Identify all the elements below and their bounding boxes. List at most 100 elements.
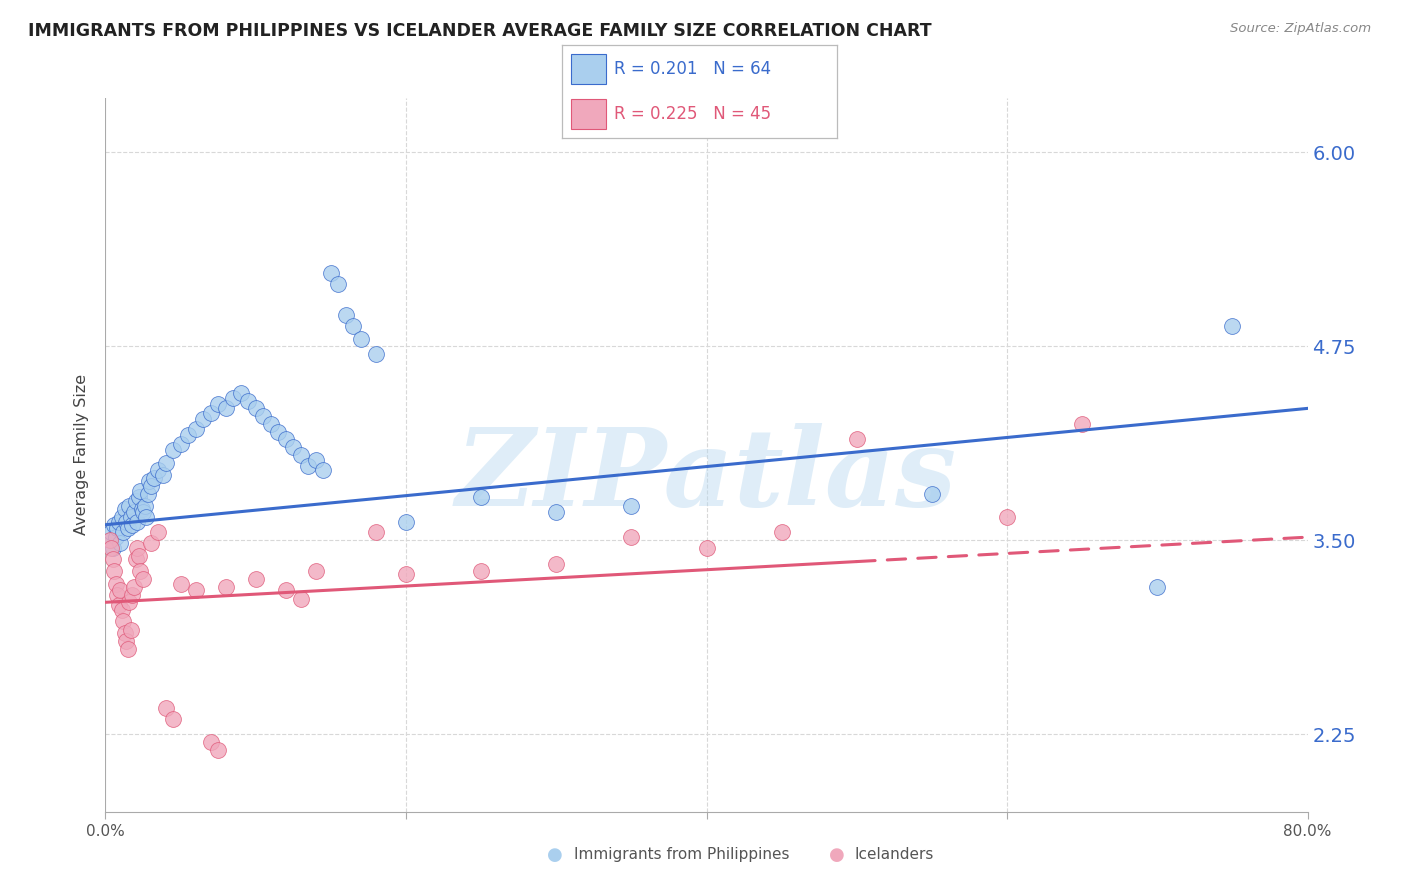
- Point: [177, 427, 200, 442]
- Point: [364, 347, 387, 361]
- Point: [152, 468, 174, 483]
- Point: [162, 443, 184, 458]
- Point: [207, 742, 229, 756]
- Point: [995, 510, 1018, 524]
- Point: [328, 277, 350, 292]
- Point: [136, 486, 159, 500]
- Text: Immigrants from Philippines: Immigrants from Philippines: [574, 847, 789, 862]
- Point: [274, 433, 297, 447]
- Point: [229, 385, 252, 400]
- Point: [104, 530, 127, 544]
- Point: [110, 582, 132, 597]
- Point: [162, 712, 184, 726]
- Point: [108, 599, 131, 613]
- Point: [312, 463, 335, 477]
- Point: [98, 533, 121, 548]
- Point: [124, 552, 146, 566]
- Point: [115, 634, 138, 648]
- Point: [111, 603, 134, 617]
- Point: [184, 421, 207, 435]
- Point: [245, 572, 267, 586]
- Point: [118, 595, 141, 609]
- Point: [128, 490, 150, 504]
- Point: [770, 525, 793, 540]
- Point: [124, 494, 146, 508]
- Point: [118, 499, 141, 513]
- Point: [107, 588, 129, 602]
- Point: [274, 582, 297, 597]
- Point: [122, 505, 145, 519]
- Point: [470, 490, 492, 504]
- Point: [103, 517, 125, 532]
- Point: [100, 541, 122, 555]
- Point: [138, 475, 160, 489]
- Point: [620, 499, 643, 513]
- Point: [546, 505, 568, 519]
- Text: ●: ●: [547, 846, 564, 863]
- Point: [139, 536, 162, 550]
- Point: [222, 391, 245, 405]
- Point: [111, 510, 134, 524]
- Point: [146, 463, 169, 477]
- Text: Icelanders: Icelanders: [855, 847, 934, 862]
- Text: ZIPatlas: ZIPatlas: [456, 424, 957, 529]
- Point: [132, 572, 155, 586]
- Point: [139, 479, 162, 493]
- Point: [117, 641, 139, 656]
- Text: IMMIGRANTS FROM PHILIPPINES VS ICELANDER AVERAGE FAMILY SIZE CORRELATION CHART: IMMIGRANTS FROM PHILIPPINES VS ICELANDER…: [28, 22, 932, 40]
- Point: [169, 437, 191, 451]
- Point: [134, 499, 156, 513]
- Point: [114, 502, 136, 516]
- Point: [155, 700, 177, 714]
- Point: [117, 521, 139, 535]
- Point: [125, 541, 148, 555]
- Point: [107, 521, 129, 535]
- Point: [350, 332, 373, 346]
- Point: [129, 564, 152, 578]
- Point: [921, 486, 943, 500]
- Point: [120, 624, 142, 638]
- Point: [1222, 319, 1244, 334]
- Point: [114, 626, 136, 640]
- Point: [207, 397, 229, 411]
- Point: [305, 564, 328, 578]
- Bar: [571, 99, 606, 129]
- Point: [131, 502, 153, 516]
- Point: [395, 567, 418, 582]
- Point: [238, 393, 260, 408]
- Point: [128, 549, 150, 563]
- Text: ●: ●: [828, 846, 845, 863]
- Point: [305, 452, 328, 467]
- Text: R = 0.201   N = 64: R = 0.201 N = 64: [614, 60, 772, 78]
- Point: [101, 552, 124, 566]
- Point: [112, 614, 135, 628]
- Point: [214, 580, 236, 594]
- Point: [101, 541, 124, 555]
- Text: R = 0.225   N = 45: R = 0.225 N = 45: [614, 105, 772, 123]
- Point: [845, 433, 868, 447]
- Point: [1071, 417, 1094, 431]
- Point: [115, 515, 138, 529]
- Point: [108, 515, 131, 529]
- Point: [125, 515, 148, 529]
- Point: [121, 588, 143, 602]
- Point: [135, 510, 157, 524]
- Point: [319, 267, 342, 281]
- Point: [120, 510, 142, 524]
- Point: [267, 425, 290, 439]
- Y-axis label: Average Family Size: Average Family Size: [75, 375, 90, 535]
- Point: [104, 576, 127, 591]
- Point: [122, 580, 145, 594]
- Point: [395, 515, 418, 529]
- Point: [364, 525, 387, 540]
- Point: [260, 417, 283, 431]
- Point: [252, 409, 274, 424]
- Point: [103, 564, 125, 578]
- Point: [297, 458, 319, 473]
- Point: [620, 530, 643, 544]
- Point: [470, 564, 492, 578]
- Point: [98, 533, 121, 548]
- Point: [121, 517, 143, 532]
- Point: [200, 735, 222, 749]
- Point: [132, 505, 155, 519]
